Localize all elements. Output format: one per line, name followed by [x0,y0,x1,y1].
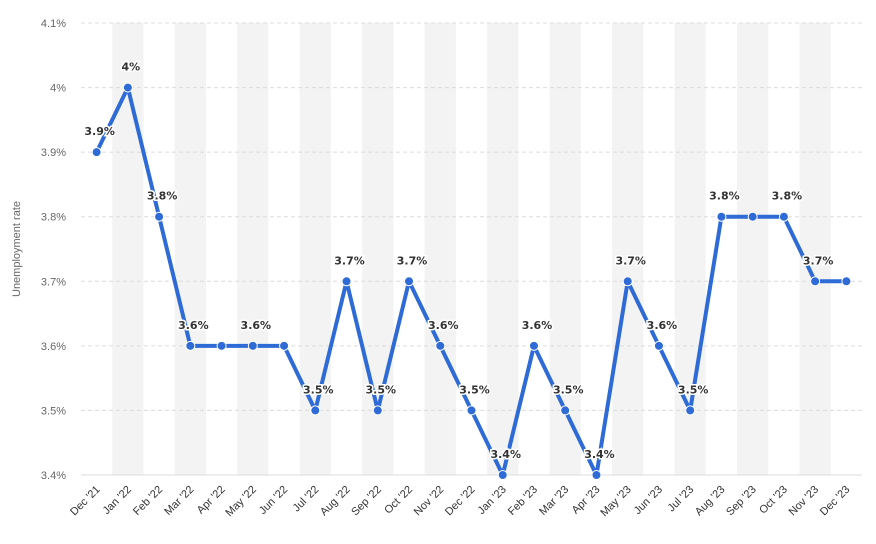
data-label: 3.5% [366,383,397,396]
data-label: 3.4% [584,448,615,461]
y-tick-label: 3.5% [41,405,66,417]
x-tick-label: Dec '21 [68,484,103,519]
x-tick-label: Apr '22 [195,484,228,517]
data-point[interactable] [591,470,602,480]
data-point[interactable] [778,211,789,222]
y-tick-label: 4% [50,83,66,95]
x-tick-label: Mar '22 [162,484,196,518]
x-tick-label: May '23 [598,484,633,519]
x-tick-label: Dec '23 [818,484,853,519]
x-tick-label: Dec '22 [443,484,478,519]
data-point[interactable] [216,340,227,351]
gridlines [81,22,862,476]
data-point[interactable] [466,405,477,416]
data-point[interactable] [122,82,133,93]
x-tick-label: Feb '22 [131,484,165,518]
data-point[interactable] [247,340,258,351]
data-label: 3.8% [772,190,803,203]
column-band [299,23,331,475]
data-label: 3.7% [397,254,428,267]
x-tick-label: May '22 [223,484,258,519]
data-point[interactable] [435,340,446,351]
data-label: 3.7% [803,254,834,267]
x-tick-label: Sep '22 [349,484,384,519]
x-tick-label: Jan '22 [101,484,134,517]
data-point[interactable] [622,276,633,287]
y-tick-label: 3.9% [41,147,66,159]
data-point[interactable] [404,276,415,287]
column-band [174,23,206,475]
x-tick-label: Nov '23 [787,484,822,519]
x-tick-label: Jun '23 [632,484,665,517]
x-tick-label: Oct '23 [757,484,790,517]
data-labels: 3.9% 4% 3.8% 3.6% 3.6% 3.5% 3.7% 3.5% 3.7% 3.6% 3.… [83,59,835,462]
x-tick-label: Jan '23 [476,484,509,517]
x-tick-label: Nov '22 [412,484,447,519]
column-band [424,23,456,475]
data-label: 3.7% [334,254,365,267]
data-label: 3.5% [678,383,709,396]
column-band [612,23,644,475]
y-tick-label: 3.8% [41,212,66,224]
data-label: 4% [122,61,141,74]
column-band [362,23,394,475]
data-point[interactable] [810,276,821,287]
data-label: 3.9% [84,125,115,138]
x-tick-label: Aug '23 [693,484,728,519]
data-point[interactable] [310,405,321,416]
y-axis-title: Unemployment rate [11,201,23,297]
data-point[interactable] [372,405,383,416]
y-tick-label: 3.6% [41,341,66,353]
data-point[interactable] [91,147,102,158]
y-tick-label: 3.7% [41,276,66,288]
data-label: 3.8% [709,190,740,203]
data-point[interactable] [528,340,539,351]
x-tick-label: Oct '22 [382,484,415,517]
data-point[interactable] [716,211,727,222]
data-label: 3.6% [428,319,459,332]
column-band [237,23,269,475]
data-label: 3.6% [647,319,678,332]
x-tick-label: Jun '22 [257,484,290,517]
data-point[interactable] [747,211,758,222]
column-band [737,23,769,475]
column-band [112,23,144,475]
data-point[interactable] [341,276,352,287]
x-tick-label: Aug '22 [318,484,353,519]
data-label: 3.5% [303,383,334,396]
data-point[interactable] [185,340,196,351]
data-label: 3.4% [490,448,521,461]
data-point[interactable] [560,405,571,416]
y-tick-label: 3.4% [41,470,66,482]
data-label: 3.6% [522,319,553,332]
data-points [91,82,852,480]
data-point[interactable] [279,340,290,351]
data-label: 3.5% [459,383,490,396]
x-tick-label: Mar '23 [537,484,571,518]
x-tick-label: Feb '23 [506,484,540,518]
y-tick-label: 4.1% [41,18,66,30]
data-label: 3.5% [553,383,584,396]
column-band [549,23,581,475]
data-point[interactable] [497,470,508,480]
x-tick-label: Sep '23 [724,484,759,519]
data-point[interactable] [841,276,852,287]
column-band [799,23,831,475]
data-label: 3.8% [147,190,178,203]
column-band [487,23,519,475]
data-label: 3.6% [178,319,209,332]
x-tick-label: Apr '23 [570,484,603,517]
data-point[interactable] [685,405,696,416]
data-point[interactable] [154,211,165,222]
data-point[interactable] [653,340,664,351]
y-axis: 3.4% 3.5% 3.6% 3.7% 3.8% 3.9% 4% 4.1% [41,18,66,482]
data-label: 3.7% [615,254,646,267]
data-label: 3.6% [241,319,272,332]
